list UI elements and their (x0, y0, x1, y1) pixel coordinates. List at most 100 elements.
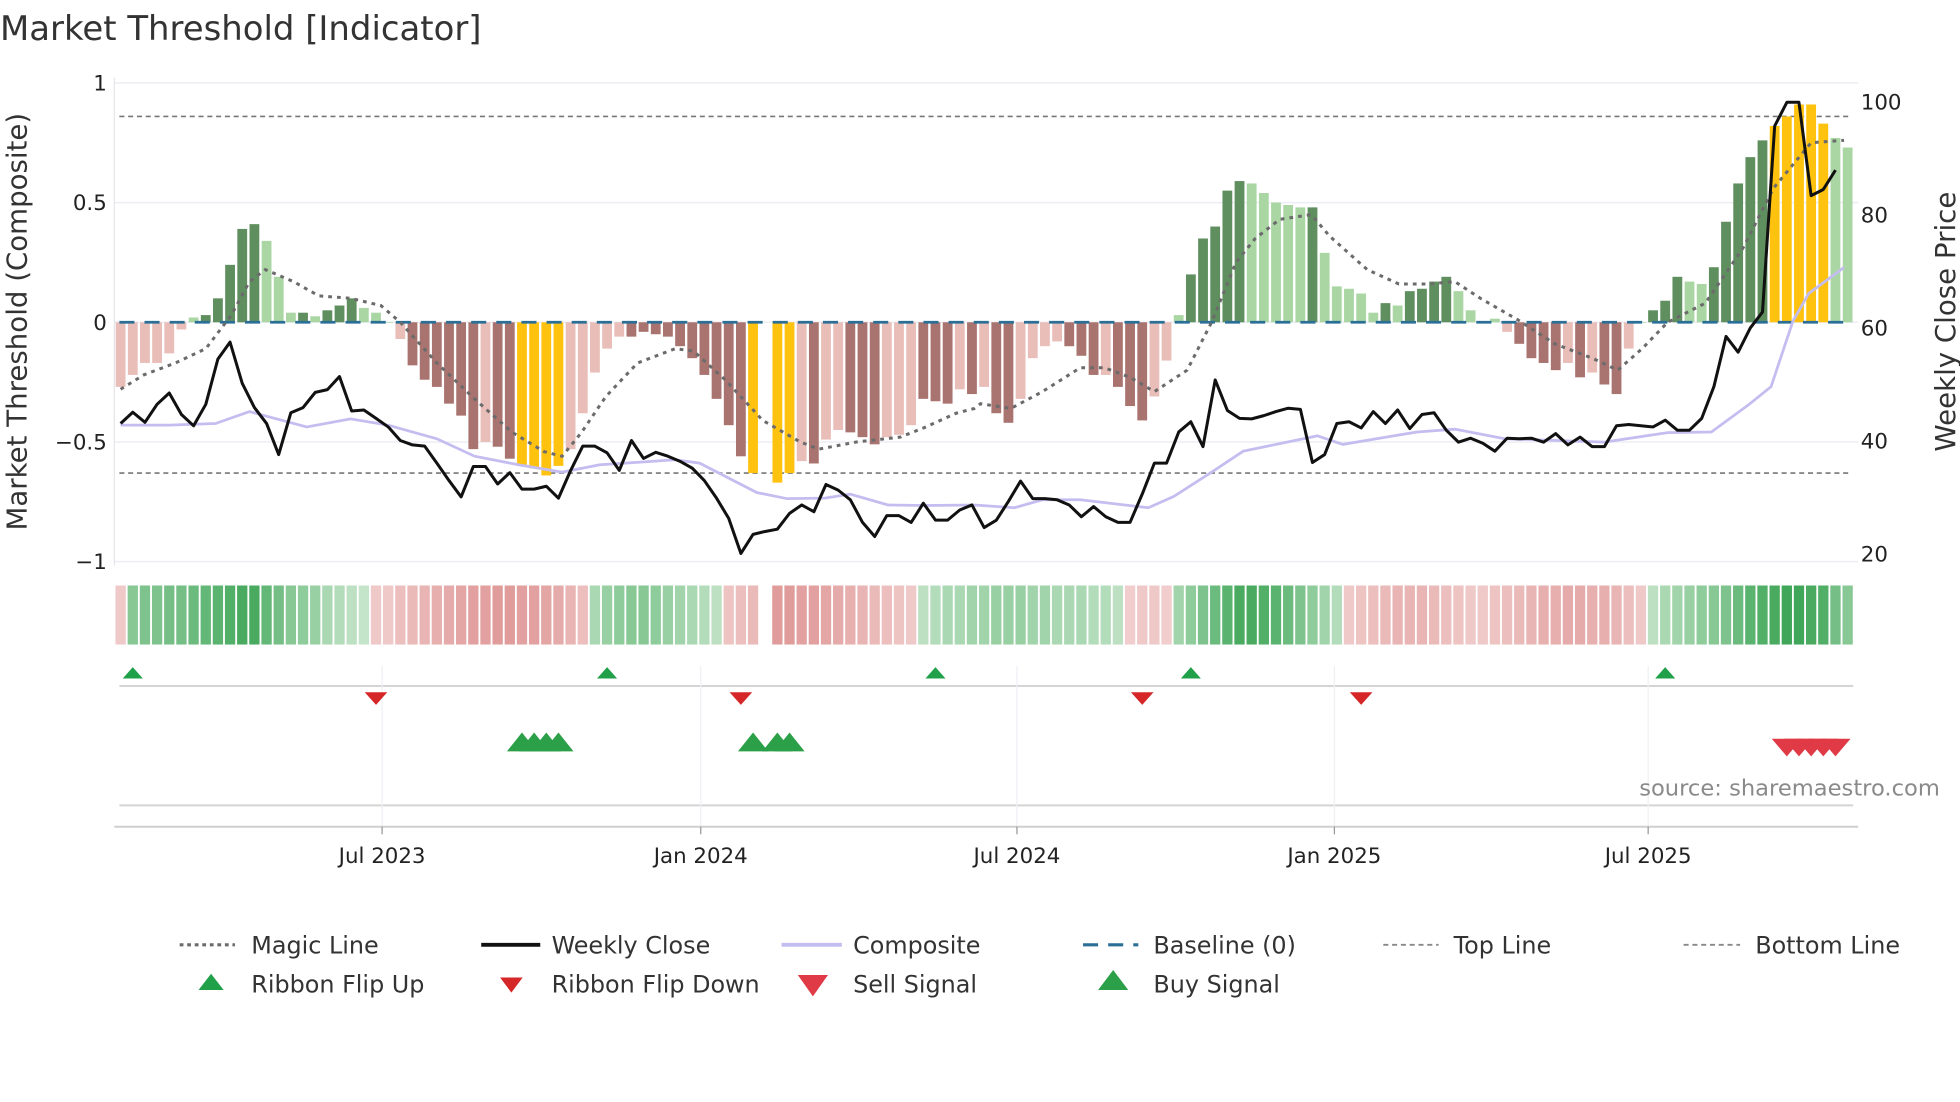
legend-item-bottom-line[interactable]: Bottom Line (1683, 932, 1900, 960)
left-tick-label: 1 (93, 71, 107, 96)
composite-bar (1040, 322, 1050, 347)
legend-item-buy-signal[interactable]: Buy Signal (1098, 969, 1280, 999)
ribbon-cell (577, 585, 588, 645)
ribbon-cell (1599, 585, 1610, 645)
legend-item-magic-line[interactable]: Magic Line (179, 932, 379, 960)
ribbon-cell (1465, 585, 1476, 645)
ribbon-cell (1015, 585, 1026, 645)
composite-bar (407, 322, 418, 366)
ribbon-cell (1234, 585, 1245, 645)
composite-bar (1672, 276, 1683, 323)
legend-item-top-line[interactable]: Top Line (1383, 932, 1551, 960)
ribbon-cell (1757, 585, 1768, 645)
triangle-up-icon (1098, 969, 1129, 991)
ribbon-cell (468, 585, 479, 645)
ribbon-cell (881, 585, 892, 645)
composite-bar (821, 322, 831, 440)
ribbon-cell (1283, 585, 1294, 645)
composite-bar (346, 298, 357, 323)
composite-bar (1149, 322, 1160, 397)
ribbon-cell (1258, 585, 1269, 645)
ribbon-cell (1222, 585, 1233, 645)
composite-bar (1575, 322, 1585, 378)
ribbon-cell (1246, 585, 1257, 645)
composite-bar (967, 322, 977, 395)
ribbon-cell (772, 585, 783, 645)
grid (114, 82, 1859, 827)
composite-bar (857, 322, 868, 438)
ribbon-cell (1441, 585, 1452, 645)
ribbon-cell (1611, 585, 1622, 645)
legend-item-weekly-close[interactable]: Weekly Close (481, 932, 710, 960)
composite-bar (529, 322, 540, 469)
composite-bar (1027, 322, 1038, 359)
legend-label: Buy Signal (1153, 971, 1280, 999)
composite-bar (1113, 322, 1123, 387)
ribbon-cell (687, 585, 698, 645)
ribbon-cell (954, 585, 965, 645)
ribbon-cell (553, 585, 564, 645)
ribbon-cell (1550, 585, 1561, 645)
composite-bar (590, 322, 600, 373)
chart-title: Market Threshold [Indicator] (0, 9, 482, 48)
x-tick-label: Jan 2025 (1285, 844, 1381, 869)
composite-bar (796, 322, 807, 462)
ribbon-flip-down-marker (1349, 692, 1373, 705)
ribbon-cell (188, 585, 199, 645)
composite-bar (273, 276, 284, 323)
legend-item-composite[interactable]: Composite (781, 932, 980, 960)
composite-bar (1587, 322, 1598, 373)
series-lines (119, 100, 1852, 555)
composite-bar (1514, 322, 1525, 344)
composite-bar (1161, 322, 1172, 361)
composite-bar (1137, 322, 1148, 421)
composite-bar (1550, 322, 1561, 371)
legend-item-sell-signal[interactable]: Sell Signal (797, 971, 977, 999)
ribbon-cell (1818, 585, 1829, 645)
ribbon-cell (1781, 585, 1792, 645)
legend-item-ribbon-flip-up[interactable]: Ribbon Flip Up (198, 971, 425, 999)
ribbon-cell (784, 585, 795, 645)
ribbon-cell (419, 585, 430, 645)
ribbon-flip-up-marker (1655, 667, 1676, 679)
composite-bar (1453, 291, 1464, 323)
x-tick-label: Jul 2025 (1603, 844, 1692, 869)
ribbon-cell (869, 585, 880, 645)
composite-bar (687, 322, 698, 359)
ribbon-cell (151, 585, 163, 645)
composite-bar (261, 240, 272, 323)
ribbon-cell (346, 585, 357, 645)
composite-bar (225, 264, 235, 323)
left-axis-title: Market Threshold (Composite) (0, 113, 33, 531)
ribbon-cell (942, 585, 953, 645)
composite-bar (894, 322, 904, 435)
composite-bar (1696, 283, 1707, 323)
buy-signal-marker (774, 732, 805, 752)
ribbon-cell (966, 585, 978, 645)
ribbon-cell (1404, 585, 1415, 645)
composite-bar (1781, 116, 1792, 323)
buy-signal-marker (737, 732, 769, 752)
ribbon-cell (1696, 585, 1707, 645)
ribbon-cell (1660, 585, 1671, 645)
composite-bar (1830, 137, 1841, 323)
legend-label: Composite (853, 932, 980, 960)
ribbon-cell (431, 585, 442, 645)
legend: Magic Line Weekly Close Composite Baseli… (179, 932, 1900, 999)
composite-bar (930, 322, 941, 402)
ribbon-cell (1137, 585, 1148, 645)
ribbon-cell (249, 585, 260, 645)
ribbon-flip-up-marker (1180, 667, 1201, 679)
ribbon-cell (1307, 585, 1318, 645)
composite-bar (954, 322, 965, 390)
composite-bar (650, 322, 661, 335)
legend-item-baseline[interactable]: Baseline (0) (1083, 932, 1296, 960)
composite-bar (1441, 276, 1452, 323)
composite-bar (711, 322, 722, 399)
ribbon-cell (1319, 585, 1330, 645)
legend-item-ribbon-flip-down[interactable]: Ribbon Flip Down (500, 971, 760, 999)
composite-bar (1173, 315, 1184, 323)
composite-bar (176, 322, 187, 330)
composite-bar (1246, 183, 1257, 323)
ribbon-cell (1051, 585, 1063, 645)
